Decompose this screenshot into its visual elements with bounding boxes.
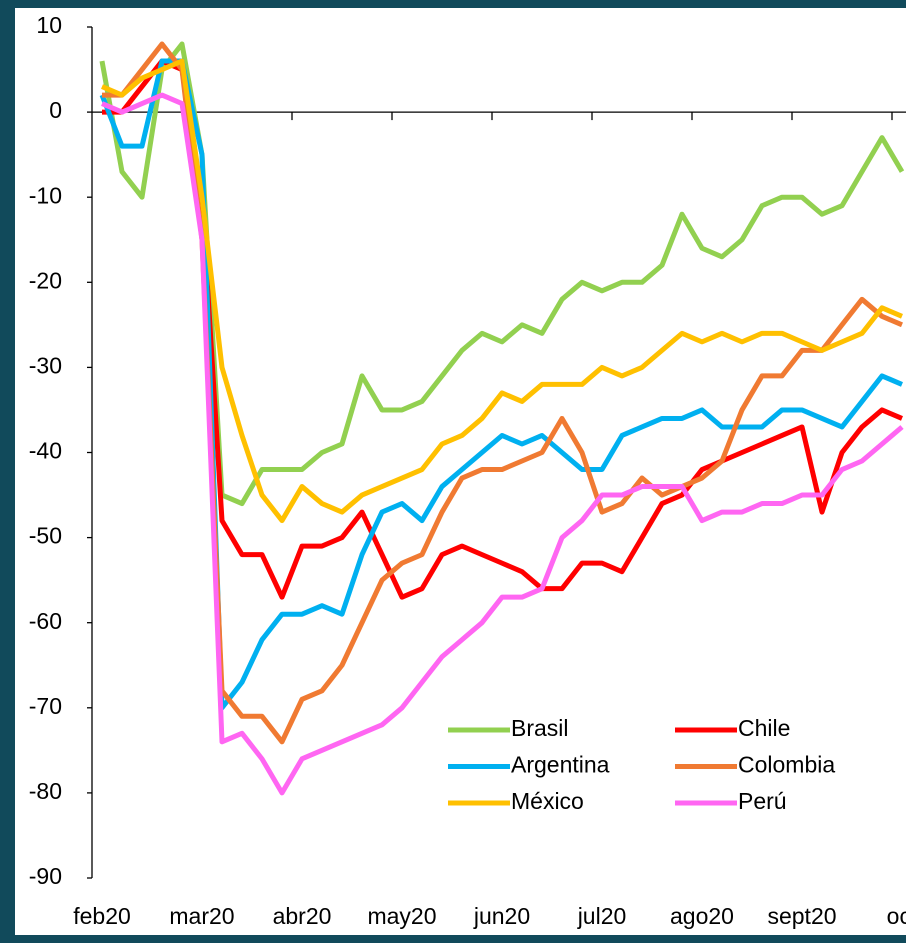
- y-tick-label: -30: [29, 352, 62, 378]
- y-tick-label: -80: [29, 778, 62, 804]
- x-tick-label: feb20: [73, 903, 131, 929]
- y-tick-label: -40: [29, 438, 62, 464]
- x-tick-label: jun20: [473, 903, 530, 929]
- series-line: [102, 58, 903, 600]
- y-tick-label: -20: [29, 267, 62, 293]
- y-tick-label: 0: [49, 97, 62, 123]
- y-tick-label: 10: [36, 12, 62, 38]
- legend-label: Colombia: [738, 752, 835, 778]
- legend-label: Chile: [738, 715, 790, 741]
- y-tick-label: -70: [29, 693, 62, 719]
- y-tick-label: -50: [29, 523, 62, 549]
- x-tick-label: oct: [887, 903, 906, 929]
- series-line: [101, 92, 904, 796]
- x-tick-label: may20: [367, 903, 436, 929]
- series-line: [101, 58, 903, 524]
- y-tick-label: -90: [29, 863, 62, 889]
- y-tick-label: -60: [29, 608, 62, 634]
- y-tick-label: -10: [29, 182, 62, 208]
- legend-label: Argentina: [511, 752, 610, 778]
- series-line: [99, 58, 903, 711]
- series-line: [102, 41, 903, 745]
- series-line: [99, 41, 905, 507]
- legend-label: Brasil: [511, 715, 569, 741]
- x-tick-label: jul20: [577, 903, 627, 929]
- x-tick-label: sept20: [767, 903, 836, 929]
- x-tick-label: ago20: [670, 903, 734, 929]
- x-tick-label: mar20: [169, 903, 234, 929]
- legend-label: México: [511, 788, 584, 814]
- x-tick-label: abr20: [273, 903, 332, 929]
- legend-label: Perú: [738, 788, 787, 814]
